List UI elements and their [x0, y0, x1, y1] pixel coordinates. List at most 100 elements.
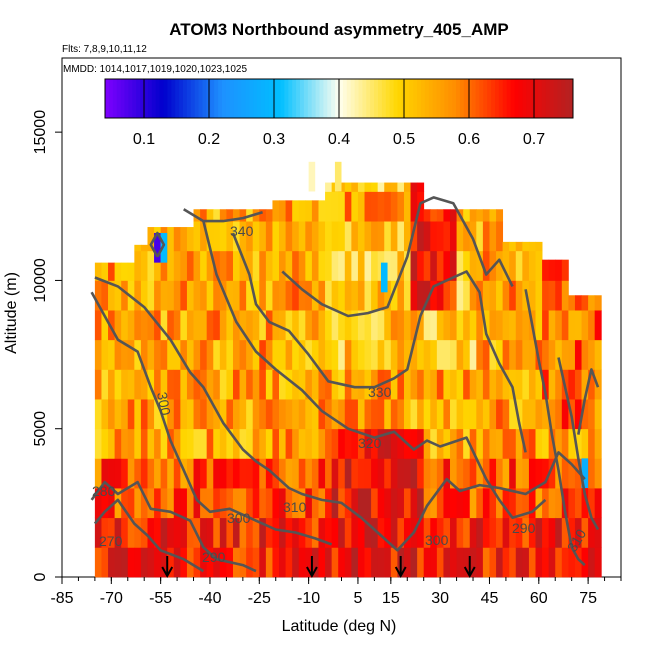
heatmap-cell [542, 517, 550, 548]
heatmap-cell [154, 250, 162, 281]
heatmap-cell [390, 517, 398, 548]
heatmap-cell [384, 339, 392, 370]
heatmap-cell [417, 182, 425, 192]
heatmap-cell [121, 488, 129, 519]
colorbar-segment [409, 79, 414, 118]
heatmap-cell [232, 280, 240, 311]
heatmap-cell [489, 280, 497, 311]
heatmap-cell [114, 339, 122, 370]
colorbar-segment [393, 79, 398, 118]
heatmap-cell [515, 547, 523, 578]
heatmap-cell [292, 221, 300, 252]
heatmap-cell [325, 428, 333, 459]
heatmap-cell [581, 488, 589, 519]
heatmap-cell [252, 280, 260, 311]
colorbar-segment [237, 79, 242, 118]
heatmap-cell [121, 399, 129, 430]
heatmap-cell [259, 547, 267, 578]
heatmap-cell [285, 221, 293, 252]
heatmap-cell [298, 547, 306, 578]
heatmap-cell [154, 428, 162, 459]
heatmap-cell [180, 280, 188, 311]
heatmap-cell [548, 547, 556, 578]
heatmap-cell [364, 250, 372, 281]
heatmap-cell [410, 182, 418, 192]
colorbar-segment [378, 79, 383, 118]
heatmap-cell [410, 399, 418, 430]
heatmap-cell [357, 547, 365, 578]
heatmap-cell [252, 339, 260, 370]
profile-arrow-head [161, 566, 174, 579]
colorbar-segment [147, 79, 153, 118]
heatmap-cell [515, 250, 523, 281]
contour-line [90, 480, 257, 573]
heatmap-cell [134, 280, 142, 311]
heatmap-cell [371, 280, 379, 311]
heatmap-cell [173, 227, 181, 252]
heatmap-cell [364, 488, 372, 519]
heatmap-cell [568, 547, 576, 578]
heatmap-cell [140, 250, 148, 281]
heatmap-cell [417, 488, 425, 519]
heatmap-cell [384, 182, 392, 192]
heatmap-cell [259, 458, 267, 489]
contour-label-270: 270 [99, 533, 123, 549]
heatmap-cell [305, 369, 313, 400]
heatmap-cell [522, 517, 530, 548]
heatmap-cell [252, 221, 260, 252]
heatmap-cell [528, 369, 536, 400]
heatmap-cell [390, 399, 398, 430]
x-axis: -85 -70 -55 -40 -25 -10 5 15 30 45 60 75 [50, 577, 622, 607]
heatmap-cell [259, 250, 267, 281]
heatmap-cell [496, 458, 504, 489]
heatmap-cell [594, 295, 602, 311]
heatmap-cell [351, 517, 359, 548]
heatmap-cell [390, 488, 398, 519]
heatmap-cell [285, 369, 293, 400]
heatmap-cell [279, 488, 286, 519]
heatmap-cell [463, 280, 471, 311]
heatmap-cell [482, 221, 490, 252]
heatmap-cell [219, 488, 227, 519]
heatmap-cell [581, 399, 589, 430]
heatmap-cell [186, 517, 194, 548]
heatmap-cell [94, 517, 102, 548]
colorbar-tick-labels: 0.1 0.2 0.3 0.4 0.5 0.6 0.7 [133, 131, 545, 148]
heatmap-cell [173, 310, 181, 341]
heatmap-cell [318, 369, 326, 400]
heatmap-cell [259, 488, 267, 519]
heatmap-cell [463, 250, 471, 281]
heatmap-cell [423, 399, 431, 430]
colorbar-tick-label: 0.6 [458, 131, 480, 148]
colorbar-segment [323, 79, 328, 118]
heatmap-cell [292, 310, 300, 341]
heatmap-cell [325, 221, 333, 252]
heatmap-cell [246, 547, 254, 578]
heatmap-cell [338, 517, 346, 548]
heatmap-cell [390, 182, 398, 192]
colorbar-segment [526, 79, 531, 118]
colorbar-segment [483, 79, 488, 118]
heatmap-cell [134, 250, 142, 281]
heatmap-cell [331, 250, 339, 281]
heatmap-cell [167, 547, 175, 578]
heatmap-cell [173, 250, 181, 281]
heatmap-cell [364, 458, 372, 489]
heatmap-cell [390, 458, 398, 489]
heatmap-cell [443, 547, 451, 578]
heatmap-cell [436, 310, 444, 341]
heatmap-cell [325, 547, 333, 578]
heatmap-cell [515, 517, 523, 548]
heatmap-cell [265, 428, 273, 459]
heatmap-cell [463, 399, 471, 430]
heatmap-cell [357, 182, 365, 192]
colorbar-segment [413, 79, 418, 118]
heatmap-cell [325, 488, 333, 519]
colorbar-segment [346, 79, 352, 118]
heatmap-cell [298, 399, 306, 430]
heatmap-cell [535, 547, 543, 578]
heatmap-cell [213, 250, 221, 281]
heatmap-cell [259, 310, 267, 341]
heatmap-cell [94, 547, 102, 578]
heatmap-cell [325, 458, 333, 489]
